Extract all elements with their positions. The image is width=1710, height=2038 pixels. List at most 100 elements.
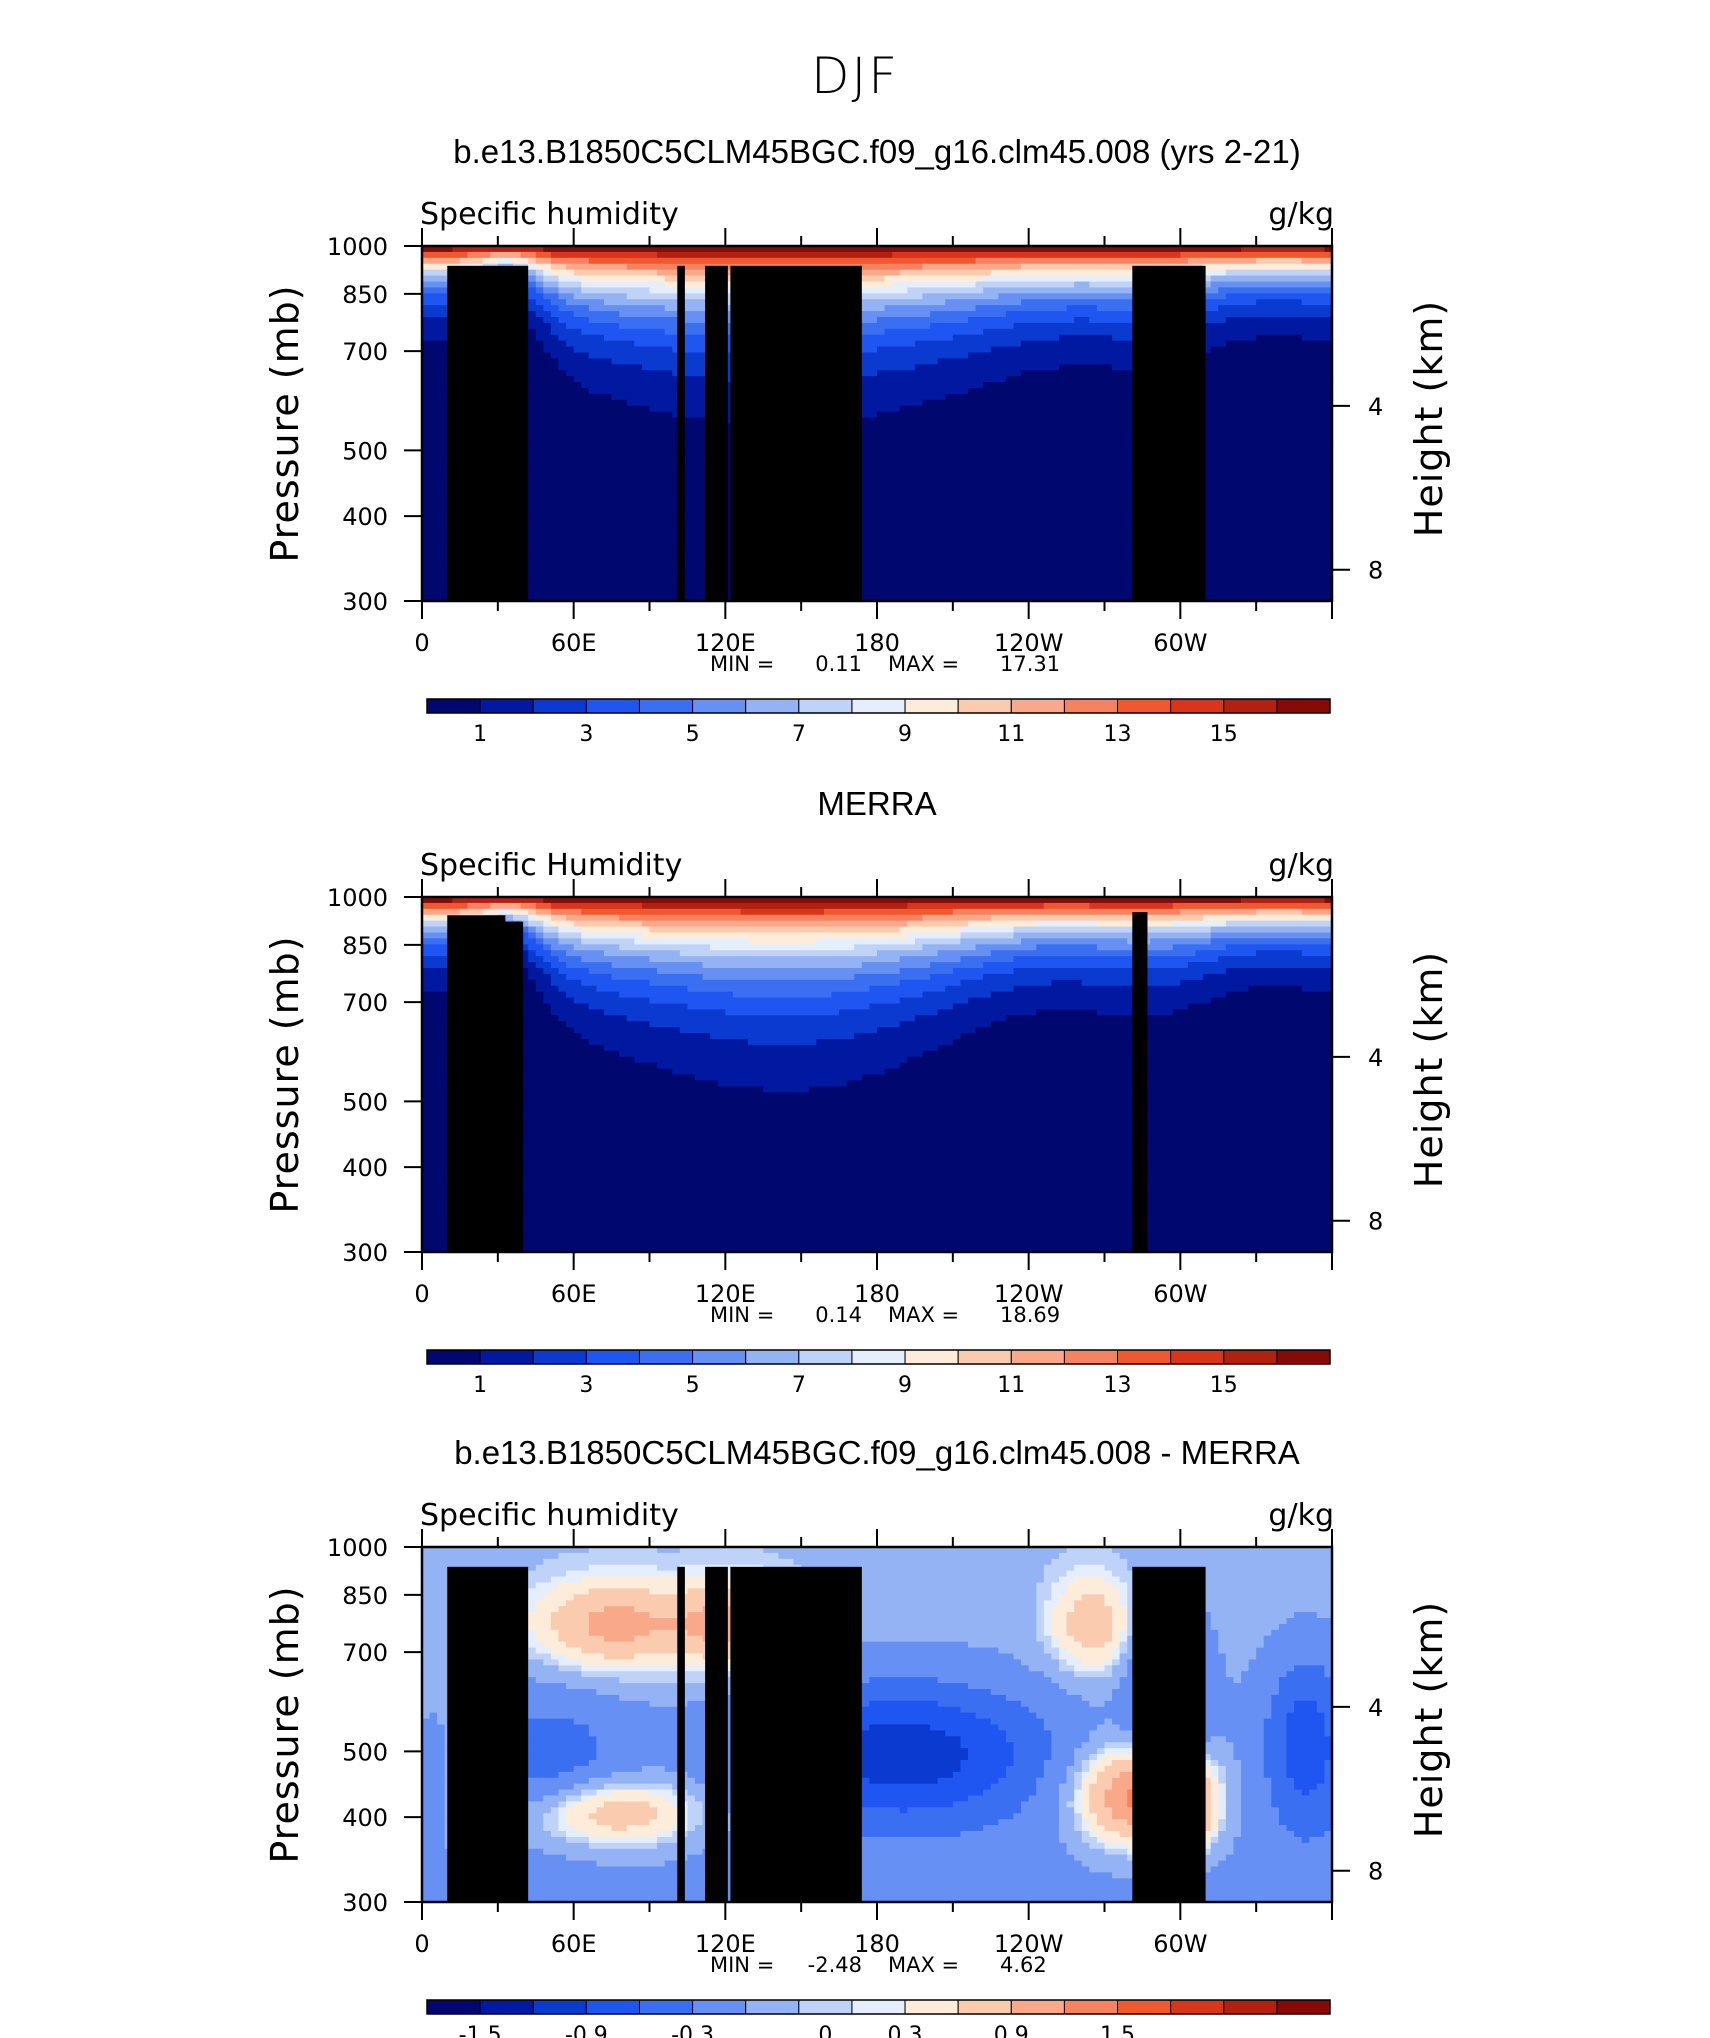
contour-band — [422, 1175, 1333, 1182]
colorbar-swatch — [957, 698, 1012, 714]
contour-band — [1210, 1612, 1295, 1619]
contour-band — [1150, 938, 1212, 945]
contour-band — [422, 1760, 446, 1767]
contour-band — [1180, 251, 1333, 259]
contour-band — [573, 944, 620, 951]
contour-band — [1089, 1754, 1098, 1761]
contour-band — [566, 263, 628, 271]
contour-band — [528, 1842, 590, 1850]
contour-band — [566, 1021, 651, 1028]
contour-band — [422, 1848, 453, 1856]
contour-band — [422, 1234, 1333, 1241]
panel-title: b.e13.B1850C5CLM45BGC.f09_g16.clm45.008 … — [454, 1434, 1300, 1471]
units-label: g/kg — [1268, 848, 1334, 883]
land-block — [677, 265, 685, 601]
contour-band — [528, 257, 537, 265]
contour-band — [793, 1671, 1045, 1678]
contour-band — [1066, 1629, 1113, 1637]
contour-band — [550, 908, 582, 916]
contour-band — [543, 932, 560, 940]
colorbar-swatch — [1276, 1999, 1331, 2015]
contour-band — [1195, 1706, 1272, 1714]
contour-band — [1187, 1724, 1265, 1732]
contour-band — [1096, 1777, 1113, 1785]
colorbar-label: 11 — [997, 1373, 1025, 1398]
contour-band — [1210, 1866, 1333, 1874]
contour-band — [854, 1730, 946, 1737]
contour-band — [581, 1795, 590, 1803]
contour-band — [1218, 287, 1333, 294]
contour-band — [808, 1783, 992, 1791]
land-block — [1132, 912, 1148, 1252]
contour-band — [1081, 1783, 1090, 1791]
contour-band — [1096, 1836, 1106, 1844]
contour-band — [1127, 1629, 1136, 1637]
contour-band — [1225, 1819, 1242, 1826]
contour-band — [422, 583, 1333, 590]
contour-band — [550, 311, 575, 318]
contour-band — [1112, 1606, 1128, 1613]
contour-band — [581, 287, 651, 294]
contour-band — [990, 991, 1227, 999]
contour-band — [543, 1819, 560, 1826]
contour-band — [808, 1819, 999, 1826]
contour-band — [535, 334, 560, 342]
contour-band — [1066, 1647, 1113, 1655]
x-tick-label: 0 — [414, 629, 429, 657]
colorbar-swatch — [745, 1349, 800, 1365]
contour-band — [831, 1612, 1037, 1619]
contour-band — [1263, 1742, 1288, 1749]
contour-band — [422, 275, 469, 283]
contour-band — [1271, 1694, 1333, 1702]
variable-label: Specific humidity — [420, 1498, 679, 1533]
colorbar-label: 13 — [1104, 1373, 1132, 1398]
contour-band — [1074, 1606, 1113, 1613]
contour-band — [641, 932, 908, 940]
contour-band — [1043, 1623, 1053, 1631]
contour-band — [990, 1718, 1045, 1726]
contour-band — [604, 1044, 939, 1052]
contour-band — [884, 1068, 1333, 1076]
contour-band — [1218, 1831, 1242, 1838]
contour-band — [702, 973, 855, 981]
contour-band — [573, 920, 643, 928]
contour-band — [937, 950, 992, 957]
contour-band — [611, 1825, 628, 1832]
contour-band — [1043, 1718, 1106, 1726]
contour-band — [1112, 1570, 1136, 1578]
contour-band — [1074, 1671, 1113, 1678]
contour-band — [1233, 1842, 1333, 1850]
contour-band — [899, 1062, 1333, 1070]
contour-band — [1066, 305, 1098, 312]
contour-band — [422, 1836, 446, 1844]
contour-band — [558, 1813, 567, 1820]
x-tick-label: 120W — [994, 1930, 1064, 1958]
contour-band — [596, 1689, 749, 1696]
contour-band — [922, 1050, 1333, 1058]
contour-band — [1036, 1789, 1060, 1797]
contour-band — [1233, 1677, 1242, 1684]
contour-band — [1225, 1854, 1333, 1862]
contour-band — [1210, 1777, 1219, 1785]
x-tick-label: 60W — [1153, 1930, 1207, 1958]
contour-band — [1119, 1594, 1128, 1601]
contour-band — [1089, 1771, 1098, 1779]
contour-band — [520, 1718, 575, 1726]
panels: b.e13.B1850C5CLM45BGC.f09_g16.clm45.008 … — [263, 133, 1451, 2038]
units-label: g/kg — [1268, 1498, 1334, 1533]
contour-band — [505, 1789, 560, 1797]
contour-band — [649, 1801, 673, 1808]
contour-band — [1081, 1777, 1098, 1785]
contour-band — [528, 914, 537, 922]
contour-band — [429, 1712, 438, 1720]
contour-band — [1104, 1594, 1121, 1601]
contour-band — [839, 1748, 969, 1755]
contour-band — [588, 1760, 742, 1767]
contour-band — [1203, 1606, 1333, 1613]
contour-band — [1112, 1647, 1121, 1655]
contour-band — [839, 376, 1007, 383]
contour-band — [1203, 1813, 1212, 1820]
colorbar-label: 9 — [898, 722, 912, 747]
contour-band — [937, 358, 1174, 365]
x-tick-label: 180 — [854, 629, 900, 657]
